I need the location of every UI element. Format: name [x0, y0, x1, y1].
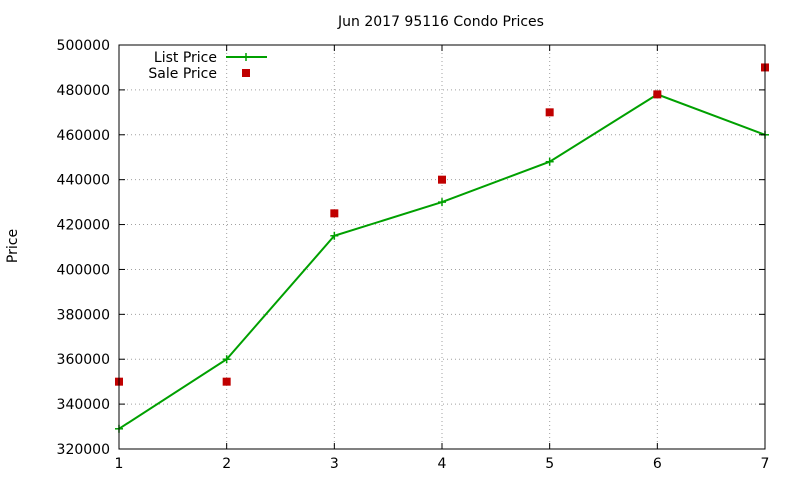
- grid-lines: [119, 45, 765, 449]
- y-tick-label: 420000: [57, 218, 110, 234]
- sale-price-point: [545, 108, 554, 117]
- x-tick-label: 7: [761, 456, 770, 472]
- list-price-point: [330, 231, 339, 240]
- x-tick-label: 4: [438, 456, 447, 472]
- x-tick-label: 2: [222, 456, 231, 472]
- plot-area: [115, 63, 769, 433]
- y-tick-label: 500000: [57, 38, 110, 54]
- y-tick-label: 440000: [57, 173, 110, 189]
- sale-price-point: [330, 209, 339, 218]
- y-tick-label: 340000: [57, 397, 110, 413]
- x-tick-label: 3: [330, 456, 339, 472]
- y-tick-label: 480000: [57, 83, 110, 99]
- list-price-point: [438, 198, 446, 207]
- list-price-point: [222, 355, 231, 364]
- y-tick-label: 320000: [57, 442, 110, 458]
- x-tick-label: 6: [653, 456, 662, 472]
- legend-label-sale-price: Sale Price: [148, 66, 217, 82]
- y-tick-label: 460000: [57, 128, 110, 144]
- sale-price-point: [653, 90, 662, 99]
- chart-title: Jun 2017 95116 Condo Prices: [337, 14, 544, 30]
- x-tick-label: 1: [115, 456, 124, 472]
- list-price-point: [545, 157, 554, 166]
- y-tick-label: 360000: [57, 352, 110, 368]
- y-axis-label: Price: [5, 229, 21, 263]
- legend-marker-list-price: [242, 53, 250, 61]
- y-tick-label: 400000: [57, 262, 110, 278]
- x-tick-label: 5: [545, 456, 554, 472]
- legend-label-list-price: List Price: [154, 50, 217, 66]
- legend-marker-sale-price: [242, 69, 250, 77]
- sale-price-point: [222, 377, 231, 386]
- y-tick-label: 380000: [57, 307, 110, 323]
- sale-price-point: [438, 175, 446, 184]
- axes: 1 2 3 4 5 6 7 320000 340000 360000 380000 400000 420…: [57, 38, 770, 472]
